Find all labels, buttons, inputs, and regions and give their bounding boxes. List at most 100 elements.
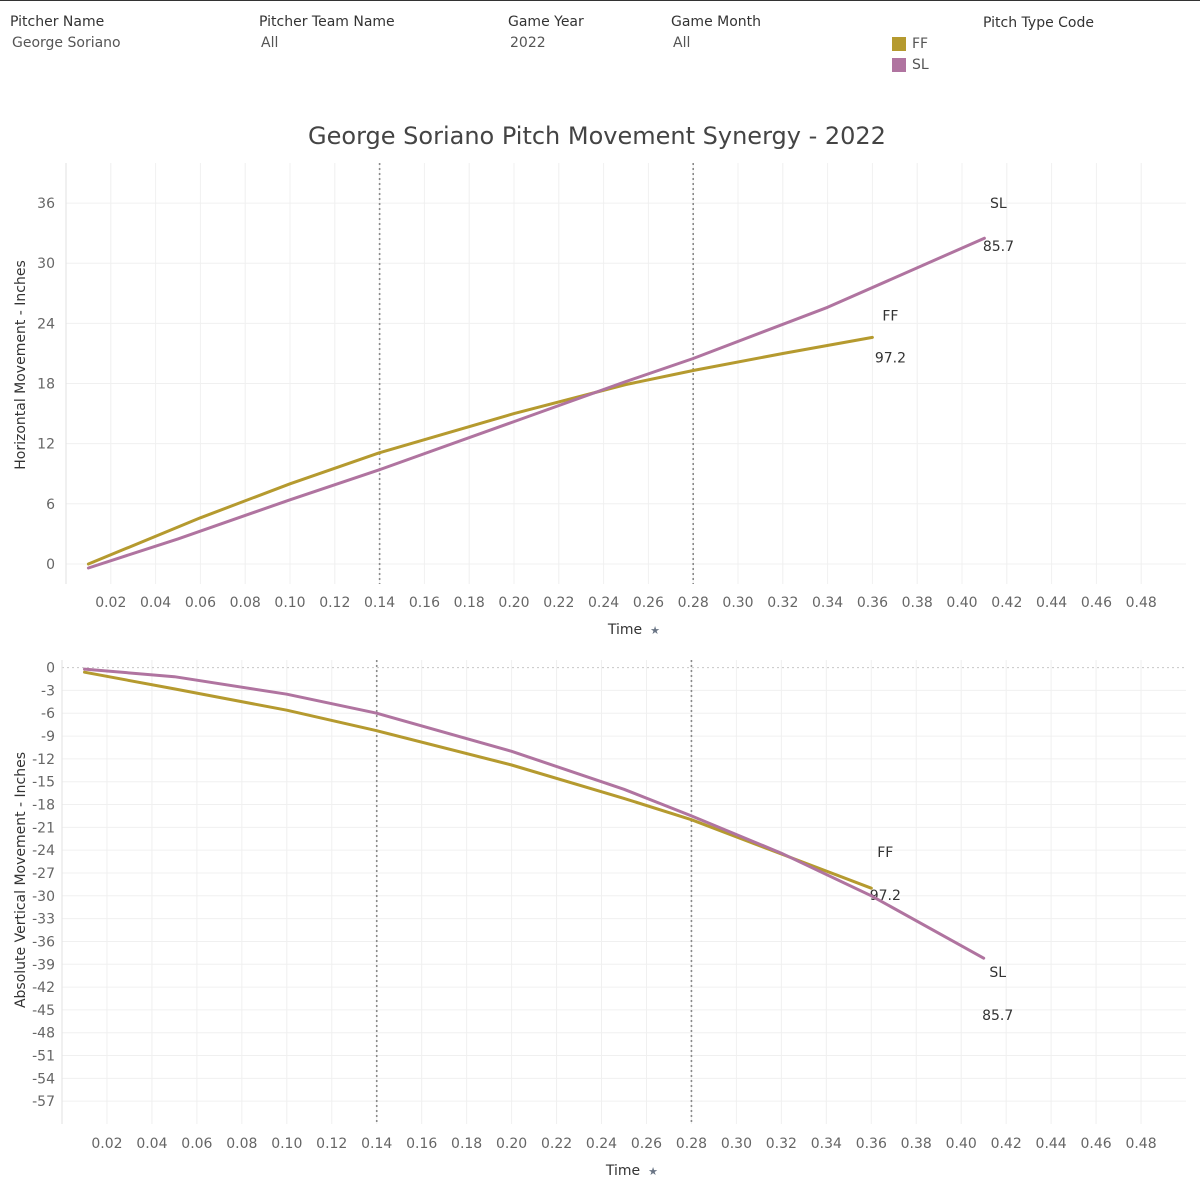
x-tick-label: 0.16 xyxy=(409,595,440,611)
series-line-ff xyxy=(83,670,873,890)
x-tick-label: 0.48 xyxy=(1125,1136,1156,1152)
x-tick-label: 0.30 xyxy=(722,595,753,611)
x-tick-label: 0.02 xyxy=(91,1136,122,1152)
y-tick-label: 6 xyxy=(46,497,55,513)
data-label-code: SL xyxy=(990,196,1007,212)
y-axis-title: Absolute Vertical Movement - Inches xyxy=(13,752,29,1008)
y-tick-label: 36 xyxy=(37,196,55,212)
x-tick-label: 0.30 xyxy=(721,1136,752,1152)
y-axis-title: Horizontal Movement - Inches xyxy=(13,260,29,470)
y-tick-label: -30 xyxy=(32,889,55,905)
x-tick-label: 0.20 xyxy=(498,595,529,611)
x-tick-label: 0.26 xyxy=(631,1136,662,1152)
x-tick-label: 0.40 xyxy=(946,595,977,611)
y-tick-label: -33 xyxy=(32,912,55,928)
y-tick-label: -3 xyxy=(41,683,55,699)
x-tick-label: 0.46 xyxy=(1080,1136,1111,1152)
x-tick-label: 0.24 xyxy=(586,1136,617,1152)
x-tick-label: 0.22 xyxy=(543,595,574,611)
x-tick-label: 0.22 xyxy=(541,1136,572,1152)
x-tick-label: 0.28 xyxy=(676,1136,707,1152)
y-tick-label: -21 xyxy=(32,820,55,836)
x-tick-label: 0.04 xyxy=(140,595,171,611)
filter-pitcher-name[interactable]: Pitcher Name George Soriano xyxy=(10,14,121,51)
y-tick-label: -48 xyxy=(32,1026,55,1042)
x-tick-label: 0.42 xyxy=(991,1136,1022,1152)
pin-icon: ★ xyxy=(648,1165,658,1178)
x-tick-label: 0.10 xyxy=(271,1136,302,1152)
y-tick-label: 12 xyxy=(37,437,55,453)
filter-game-year[interactable]: Game Year 2022 xyxy=(508,14,584,51)
top-border xyxy=(0,0,1200,1)
x-tick-label: 0.18 xyxy=(454,595,485,611)
x-tick-label: 0.36 xyxy=(857,595,888,611)
filter-game-month[interactable]: Game Month All xyxy=(671,14,761,51)
x-tick-label: 0.12 xyxy=(316,1136,347,1152)
legend-label-ff: FF xyxy=(912,36,929,52)
series-line-sl xyxy=(83,667,986,960)
x-tick-label: 0.26 xyxy=(633,595,664,611)
x-tick-label: 0.38 xyxy=(901,1136,932,1152)
x-tick-label: 0.02 xyxy=(95,595,126,611)
x-tick-label: 0.32 xyxy=(766,1136,797,1152)
filter-value[interactable]: George Soriano xyxy=(12,35,121,51)
y-tick-label: -6 xyxy=(41,706,55,722)
y-tick-label: -42 xyxy=(32,980,55,996)
x-tick-label: 0.42 xyxy=(991,595,1022,611)
x-tick-label: 0.04 xyxy=(136,1136,167,1152)
x-tick-label: 0.12 xyxy=(319,595,350,611)
data-label-code: FF xyxy=(882,308,898,324)
filter-label: Pitcher Name xyxy=(10,14,105,30)
x-tick-label: 0.20 xyxy=(496,1136,527,1152)
y-tick-label: -54 xyxy=(32,1071,55,1087)
data-label-velocity: 97.2 xyxy=(875,350,906,366)
filter-pitcher-team-name[interactable]: Pitcher Team Name All xyxy=(259,14,395,51)
legend-swatch-sl xyxy=(892,58,906,72)
y-tick-label: -9 xyxy=(41,729,55,745)
y-tick-label: -36 xyxy=(32,934,55,950)
x-tick-label: 0.06 xyxy=(185,595,216,611)
y-tick-label: -51 xyxy=(32,1049,55,1065)
y-tick-label: 24 xyxy=(37,316,55,332)
legend-swatch-ff xyxy=(892,37,906,51)
y-tick-label: -45 xyxy=(32,1003,55,1019)
x-axis-title: Time xyxy=(607,622,642,638)
x-tick-label: 0.38 xyxy=(902,595,933,611)
pin-icon: ★ xyxy=(650,624,660,637)
y-tick-label: -39 xyxy=(32,957,55,973)
y-tick-label: -15 xyxy=(32,775,55,791)
y-tick-label: 18 xyxy=(37,377,55,393)
x-tick-label: 0.40 xyxy=(946,1136,977,1152)
x-tick-label: 0.34 xyxy=(811,1136,842,1152)
x-tick-label: 0.24 xyxy=(588,595,619,611)
y-tick-label: -27 xyxy=(32,866,55,882)
x-tick-label: 0.44 xyxy=(1036,595,1067,611)
data-label-code: SL xyxy=(989,965,1006,981)
x-tick-label: 0.08 xyxy=(230,595,261,611)
series-line-sl xyxy=(86,236,986,570)
filter-label: Pitcher Team Name xyxy=(259,14,395,30)
x-axis-title: Time xyxy=(605,1163,640,1179)
data-label-code: FF xyxy=(877,845,893,861)
x-tick-label: 0.14 xyxy=(361,1136,392,1152)
chart-panel-2: 0.02 0.04 0.06 0.08 0.10 0.12 0.14 0.16 0.18 0.20… xyxy=(13,660,1186,1179)
y-tick-label: -57 xyxy=(32,1094,55,1110)
y-tick-label: 0 xyxy=(46,557,55,573)
filter-value[interactable]: All xyxy=(261,35,279,51)
x-tick-label: 0.32 xyxy=(767,595,798,611)
filter-value[interactable]: All xyxy=(673,35,691,51)
legend-item-sl[interactable]: SL xyxy=(892,57,929,73)
x-tick-label: 0.28 xyxy=(678,595,709,611)
legend-title: Pitch Type Code xyxy=(983,15,1094,31)
data-label-velocity: 85.7 xyxy=(983,239,1014,255)
x-tick-label: 0.18 xyxy=(451,1136,482,1152)
x-tick-label: 0.06 xyxy=(181,1136,212,1152)
filter-label: Game Month xyxy=(671,14,762,30)
x-tick-label: 0.48 xyxy=(1126,595,1157,611)
y-tick-label: -18 xyxy=(32,798,55,814)
filter-value[interactable]: 2022 xyxy=(510,35,546,51)
x-tick-label: 0.36 xyxy=(856,1136,887,1152)
legend-item-ff[interactable]: FF xyxy=(892,36,928,52)
y-tick-label: 0 xyxy=(46,661,55,677)
data-label-velocity: 85.7 xyxy=(982,1008,1013,1024)
